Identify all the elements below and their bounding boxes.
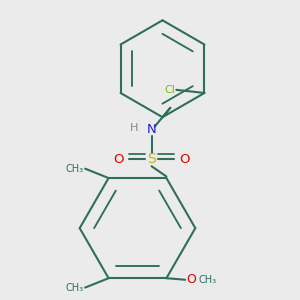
Text: N: N [147,123,156,136]
Text: CH₃: CH₃ [198,275,216,285]
Text: H: H [130,123,139,133]
Text: O: O [180,153,190,166]
Text: O: O [186,273,196,286]
Text: Cl: Cl [164,85,175,95]
Text: CH₃: CH₃ [65,283,84,292]
Text: CH₃: CH₃ [65,164,84,174]
Text: S: S [147,152,156,167]
Text: O: O [113,153,123,166]
